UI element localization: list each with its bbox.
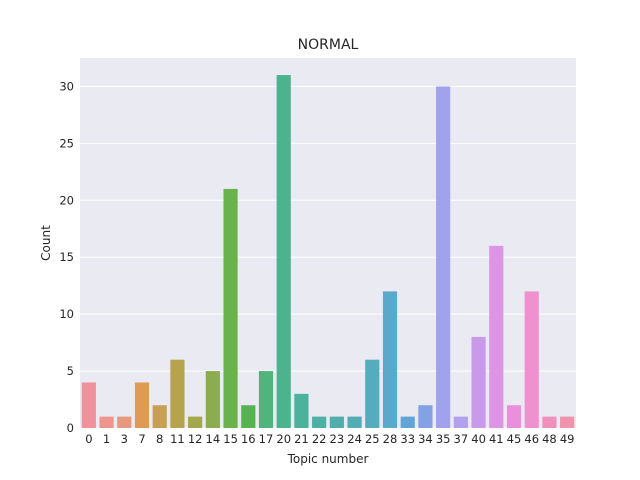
y-tick-label: 30: [59, 79, 74, 93]
bar-topic-35: [436, 86, 451, 428]
x-axis-label: Topic number: [287, 452, 369, 466]
bar-topic-3: [117, 416, 132, 428]
y-tick-label: 0: [67, 421, 74, 435]
x-tick-label: 49: [560, 432, 575, 446]
x-tick-label: 25: [365, 432, 380, 446]
x-tick-label: 3: [121, 432, 128, 446]
bar-topic-41: [489, 245, 504, 428]
bar-topic-22: [312, 416, 327, 428]
x-tick-label: 46: [524, 432, 539, 446]
bar-topic-40: [471, 336, 486, 428]
x-tick-label: 0: [85, 432, 92, 446]
x-tick-label: 12: [188, 432, 203, 446]
x-tick-label: 21: [294, 432, 309, 446]
y-tick-labels: 0 5 10 15 20 25 30: [59, 79, 74, 435]
y-tick-label: 10: [59, 307, 74, 321]
x-tick-label: 20: [276, 432, 291, 446]
bar-topic-25: [365, 359, 380, 428]
x-tick-label: 22: [312, 432, 327, 446]
y-tick-label: 15: [59, 250, 74, 264]
x-tick-label: 15: [223, 432, 238, 446]
bar-topic-20: [276, 75, 291, 429]
x-tick-label: 35: [436, 432, 451, 446]
bar-topic-21: [294, 393, 309, 428]
bar-topic-23: [329, 416, 344, 428]
bar-topic-16: [241, 405, 256, 428]
bar-topic-48: [542, 416, 557, 428]
bar-topic-0: [81, 382, 96, 428]
y-axis-label: Count: [39, 225, 53, 261]
x-tick-label: 45: [507, 432, 522, 446]
bar-topic-17: [258, 371, 274, 428]
bar-topic-15: [223, 188, 238, 428]
x-tick-label: 24: [347, 432, 362, 446]
y-tick-label: 25: [59, 136, 74, 150]
bars: [81, 75, 575, 429]
bar-topic-34: [418, 405, 433, 428]
x-tick-label: 37: [454, 432, 469, 446]
x-tick-labels: 0 1 3 7 8 11 12 14 15 16 17 20 21 22 23 24 25 28 33 34 35 37 4…: [85, 432, 574, 446]
x-tick-label: 1: [103, 432, 110, 446]
bar-topic-8: [152, 405, 167, 428]
bar-topic-11: [170, 359, 185, 428]
y-tick-label: 20: [59, 193, 74, 207]
bar-topic-49: [560, 416, 575, 428]
bar-topic-1: [99, 416, 114, 428]
x-tick-label: 23: [330, 432, 345, 446]
bar-topic-12: [188, 416, 203, 428]
bar-topic-45: [506, 405, 522, 428]
x-tick-label: 41: [489, 432, 504, 446]
x-tick-label: 11: [170, 432, 185, 446]
x-tick-label: 8: [156, 432, 163, 446]
bar-topic-28: [382, 291, 398, 428]
x-tick-label: 17: [259, 432, 274, 446]
x-tick-label: 34: [418, 432, 433, 446]
x-tick-label: 40: [471, 432, 486, 446]
bar-topic-33: [400, 416, 415, 428]
x-tick-label: 28: [383, 432, 398, 446]
bar-topic-37: [453, 416, 468, 428]
bar-topic-7: [134, 382, 150, 428]
chart-title: NORMAL: [298, 37, 359, 53]
x-tick-label: 7: [138, 432, 145, 446]
x-tick-label: 48: [542, 432, 557, 446]
x-tick-label: 16: [241, 432, 256, 446]
bar-topic-24: [347, 416, 362, 428]
x-tick-label: 33: [400, 432, 415, 446]
bar-topic-14: [205, 371, 220, 428]
x-tick-label: 14: [206, 432, 221, 446]
y-tick-label: 5: [67, 364, 74, 378]
bar-topic-46: [524, 291, 539, 428]
